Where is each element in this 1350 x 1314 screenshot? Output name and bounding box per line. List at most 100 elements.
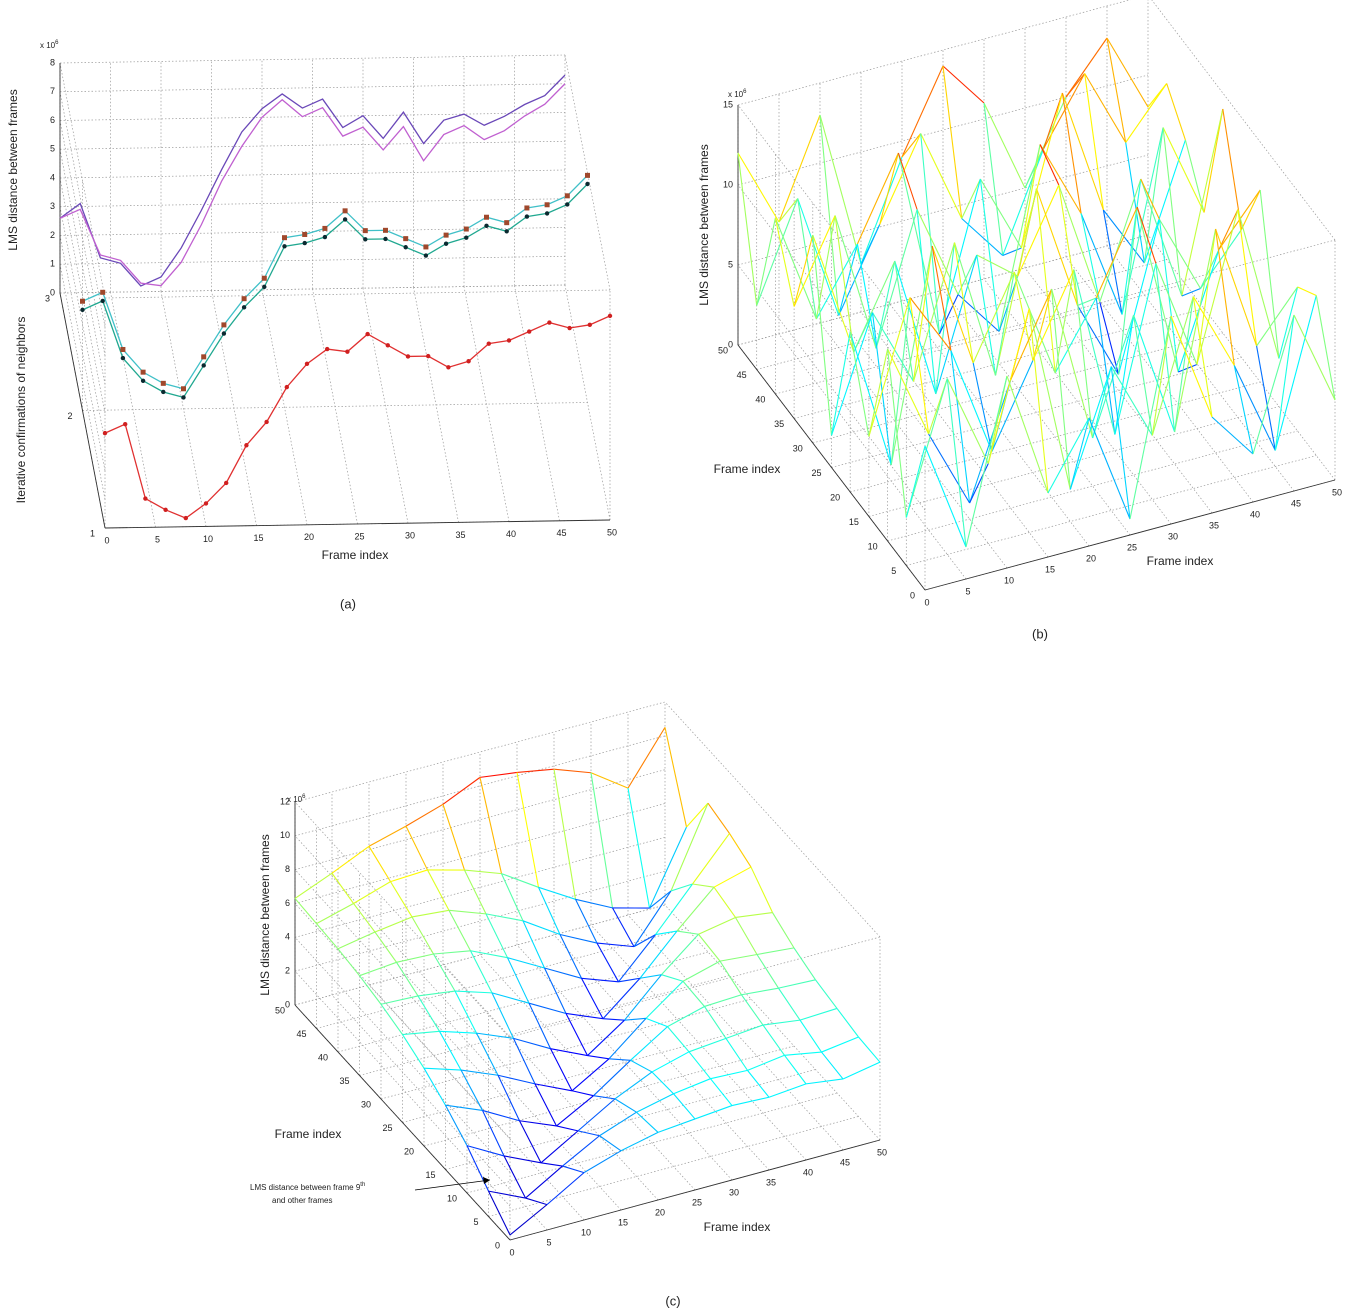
surface-edge [1121,178,1142,315]
grid-line [316,928,687,1029]
surface-edge [448,910,471,952]
surface-edge [957,294,1000,332]
surface-edge [821,1051,844,1080]
grid-line [59,177,106,414]
grid-line [59,54,566,64]
surface-edge [909,297,952,351]
surface-edge [503,1155,542,1164]
marker [484,223,489,229]
marker [423,253,429,258]
surface-edge [1028,308,1049,494]
surface-edge [778,114,821,223]
surface-edge [1077,297,1097,307]
surface-edge [476,1032,514,1039]
surface-edge [698,933,721,962]
surface-edge [476,1032,499,1076]
x-tick-label: 0 [509,1247,514,1257]
marker [443,232,449,238]
marker [585,181,590,187]
surface-edge [1184,139,1205,213]
z-axis-label: LMS distance between frames [6,89,20,250]
surface-edge [673,1093,696,1120]
surface-edge [316,902,354,925]
y-tick-label: 45 [737,370,747,380]
z-tick-label: 8 [285,864,290,874]
grid-line [59,112,566,121]
surface-edge [931,245,952,351]
surface-edge [901,133,922,158]
surface-edge [402,1030,440,1036]
surface-edge [491,992,514,1039]
surface-edge [1293,314,1336,401]
annotation-sup: th [360,1182,365,1188]
surface-edge [686,802,709,828]
x-tick-label: 20 [1086,553,1096,563]
surface-edge [612,907,635,947]
marker [504,229,509,234]
surface-edge [924,445,967,548]
surface-edge [994,271,1015,376]
surface-edge [664,727,688,828]
surface-edge [1092,366,1112,439]
marker [345,349,350,354]
z-tick-label: 6 [285,898,290,908]
grid-line [868,406,1279,517]
marker [224,480,229,486]
marker [221,322,227,328]
surface-edge [316,923,339,950]
surface-edge [856,152,899,245]
surface-edge [1274,314,1295,451]
marker [464,235,469,240]
surface-edge [905,378,948,518]
surface-edge [1274,295,1317,451]
surface-edge [1006,375,1049,494]
marker [365,331,370,337]
z-tick-label: 0 [728,339,733,349]
surface-edge [464,869,487,915]
marker [80,298,85,304]
marker [506,338,512,343]
marker [383,236,388,242]
surface-edge [1233,365,1276,451]
x-tick-label: 5 [546,1237,551,1247]
surface-edge [969,463,989,504]
surface-edge [525,1197,548,1206]
y-tick-label: 30 [793,443,803,453]
surface-edge [1162,127,1205,213]
surface-edge [976,254,997,376]
surface-edge [380,995,419,1005]
x-tick-label: 35 [455,530,465,540]
surface-edge [762,1019,801,1026]
series-line [82,174,588,390]
surface-edge [1043,92,1063,149]
surface-edge [950,350,993,452]
surface-edge [445,1104,483,1111]
x-tick-label: 40 [1250,509,1260,519]
marker [123,421,128,427]
z-tick-label: 1 [50,259,55,269]
marker [565,202,570,207]
surface-edge [812,234,833,436]
x-tick-label: 10 [581,1227,591,1237]
grid-line [59,83,566,93]
surface-edge [470,950,508,959]
marker [161,389,166,395]
surface-edge [793,947,816,981]
y-axis-label: Iterative confirmations of neighbors [14,317,28,504]
marker [403,245,408,250]
y-tick-label: 25 [811,468,821,478]
grid-line [261,289,308,525]
x-tick-label: 35 [766,1177,776,1187]
surface-edge [1181,287,1201,297]
surface-edge [577,1130,600,1137]
grid-line [737,264,926,511]
surface-edge [725,1038,748,1071]
surface-edge [688,1037,727,1053]
surface-edge [556,1125,579,1132]
surface-edge [417,990,456,997]
surface-edge [575,899,598,944]
z-tick-label: 7 [50,86,55,96]
surface-edge [390,881,413,918]
surface-edge [1065,37,1108,98]
grid-line [59,264,106,500]
